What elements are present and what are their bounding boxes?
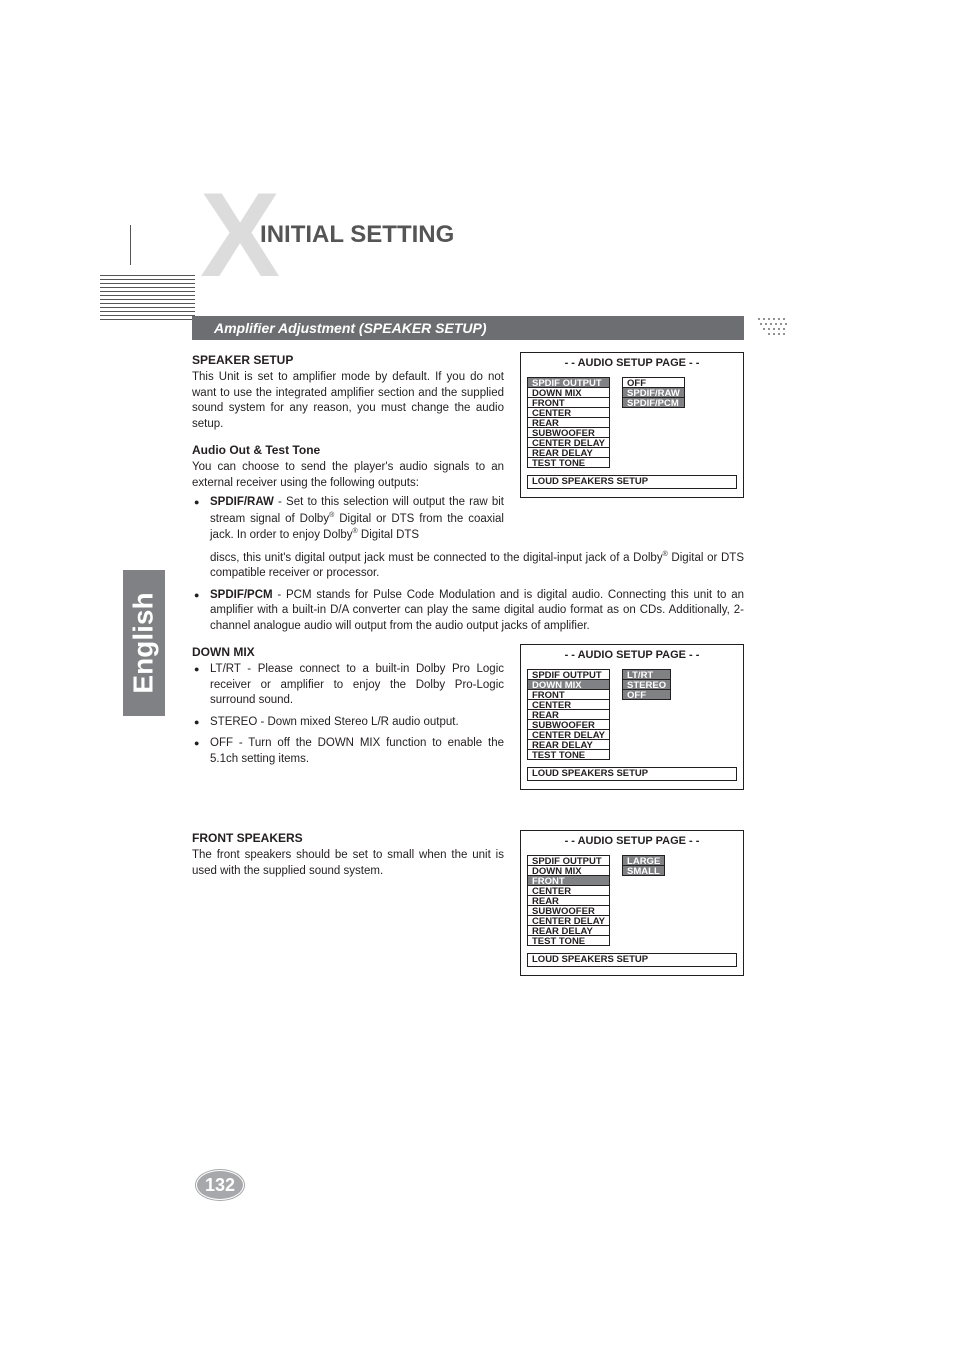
page-number-badge: 132 [196,1170,244,1200]
osd-title: - - AUDIO SETUP PAGE - - [521,353,743,377]
bullet-off: OFF - Turn off the DOWN MIX function to … [192,736,504,767]
osd-footer: LOUD SPEAKERS SETUP [527,475,737,489]
osd-left-item: TEST TONE [527,457,610,468]
osd-panel-1: - - AUDIO SETUP PAGE - -SPDIF OUTPUTDOWN… [520,352,744,550]
osd-panel-2: - - AUDIO SETUP PAGE - -SPDIF OUTPUTDOWN… [520,644,744,790]
chapter-header: X INITIAL SETTING [100,150,764,320]
osd-left-item: TEST TONE [527,749,610,760]
chapter-title: INITIAL SETTING [260,221,454,249]
language-tab: English [123,570,165,716]
language-tab-label: English [128,592,160,693]
para-front-speakers: The front speakers should be set to smal… [192,848,504,879]
bullet-ltrt: LT/RT - Please connect to a built-in Dol… [192,662,504,709]
bullet-spdif-raw-continuation: discs, this unit's digital output jack m… [192,550,744,582]
heading-audio-out: Audio Out & Test Tone [192,442,504,458]
page-content: SPEAKER SETUP This Unit is set to amplif… [192,352,744,976]
osd-right-item: SPDIF/PCM [622,397,685,408]
bullet-spdif-raw-top: SPDIF/RAW - Set to this selection will o… [192,495,504,543]
osd-right-item: SMALL [622,865,665,876]
bullet-spdif-pcm: SPDIF/PCM - PCM stands for Pulse Code Mo… [192,588,744,635]
bullet-stereo: STEREO - Down mixed Stereo L/R audio out… [192,715,504,731]
osd-footer: LOUD SPEAKERS SETUP [527,767,737,781]
heading-front-speakers: FRONT SPEAKERS [192,830,504,846]
osd-title: - - AUDIO SETUP PAGE - - [521,645,743,669]
osd-title: - - AUDIO SETUP PAGE - - [521,831,743,855]
section-bar: Amplifier Adjustment (SPEAKER SETUP) [192,316,744,340]
para-speaker-setup: This Unit is set to amplifier mode by de… [192,370,504,432]
osd-footer: LOUD SPEAKERS SETUP [527,953,737,967]
heading-speaker-setup: SPEAKER SETUP [192,352,504,368]
para-audio-out-intro: You can choose to send the player's audi… [192,460,504,491]
osd-right-item: OFF [622,689,671,700]
osd-panel-3: - - AUDIO SETUP PAGE - -SPDIF OUTPUTDOWN… [520,830,744,976]
osd-left-item: TEST TONE [527,935,610,946]
dot-pattern-ornament [756,316,790,340]
heading-down-mix: DOWN MIX [192,644,504,660]
